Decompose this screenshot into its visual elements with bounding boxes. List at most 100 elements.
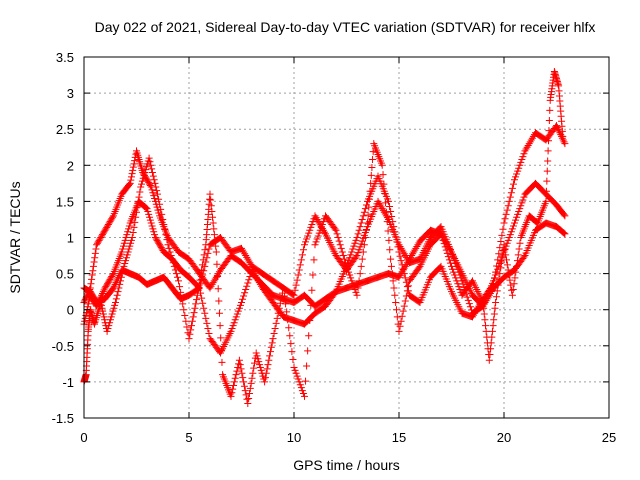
data-point	[103, 327, 111, 335]
data-point	[520, 253, 528, 261]
data-point	[256, 363, 264, 371]
data-point	[147, 161, 155, 169]
data-point	[243, 282, 251, 290]
data-point	[466, 303, 474, 311]
data-point	[481, 316, 489, 324]
data-point	[487, 339, 495, 347]
data-point	[252, 273, 260, 281]
data-point	[379, 171, 387, 179]
data-point	[352, 236, 360, 244]
data-point	[128, 234, 136, 241]
data-point	[354, 249, 362, 257]
data-point	[517, 202, 525, 210]
data-point	[239, 246, 247, 254]
data-point	[402, 278, 410, 286]
data-point	[359, 212, 367, 220]
data-point	[261, 374, 269, 382]
data-point	[103, 281, 111, 289]
data-point	[150, 228, 158, 236]
data-point	[400, 270, 408, 278]
data-point	[546, 106, 554, 114]
data-point	[506, 231, 514, 239]
data-point	[269, 335, 277, 343]
data-point	[494, 281, 502, 289]
data-point	[507, 281, 515, 289]
data-point	[554, 125, 562, 133]
data-point	[518, 156, 526, 164]
data-point	[188, 317, 196, 325]
data-point	[104, 324, 112, 332]
data-point	[106, 218, 114, 226]
data-point	[144, 157, 152, 165]
x-tick-label: 0	[80, 430, 87, 445]
data-point	[409, 250, 417, 258]
data-point	[506, 193, 514, 201]
data-point	[97, 234, 105, 241]
data-point	[210, 231, 218, 239]
data-point	[294, 375, 302, 383]
data-point	[507, 228, 515, 236]
data-point	[211, 236, 219, 244]
data-point	[102, 283, 110, 291]
data-point	[559, 132, 567, 140]
data-point	[508, 286, 516, 294]
data-point	[175, 277, 182, 285]
data-point	[132, 213, 140, 221]
data-point	[491, 304, 499, 312]
data-point	[357, 219, 365, 227]
data-point	[239, 295, 247, 303]
data-point	[351, 239, 359, 247]
data-point	[100, 228, 108, 236]
data-point	[341, 259, 349, 267]
data-point	[374, 197, 382, 205]
data-point	[249, 268, 257, 276]
data-point	[320, 228, 328, 236]
data-point	[559, 228, 567, 236]
data-point	[204, 324, 212, 332]
data-point	[350, 283, 358, 291]
data-point	[508, 184, 516, 192]
data-point	[248, 266, 256, 274]
data-point	[528, 134, 536, 142]
data-point	[97, 298, 105, 306]
data-point	[105, 277, 113, 285]
data-point	[361, 234, 369, 241]
data-point	[168, 255, 176, 263]
data-point	[524, 141, 532, 149]
data-point	[109, 307, 117, 315]
data-point	[553, 123, 561, 131]
data-point	[348, 248, 356, 256]
data-point	[99, 288, 107, 296]
data-point	[392, 306, 400, 314]
data-point	[229, 385, 237, 393]
data-point	[495, 275, 503, 283]
data-point	[244, 279, 252, 287]
data-point	[316, 226, 324, 234]
data-point	[412, 244, 420, 252]
data-point	[179, 300, 187, 308]
data-point	[275, 304, 283, 312]
data-point	[402, 292, 410, 300]
data-point	[336, 241, 344, 249]
data-point	[104, 280, 112, 288]
data-point	[354, 284, 362, 292]
data-point	[561, 140, 569, 148]
data-point	[376, 201, 384, 209]
data-point	[390, 284, 398, 292]
data-point	[125, 180, 133, 188]
data-point	[107, 274, 115, 282]
data-point	[440, 240, 448, 248]
data-point	[122, 257, 130, 265]
data-point	[486, 350, 494, 358]
data-point	[497, 237, 505, 245]
data-point	[134, 198, 142, 206]
data-point	[482, 322, 490, 330]
data-point	[449, 251, 457, 259]
data-point	[235, 360, 243, 368]
data-point	[500, 219, 508, 227]
data-point	[298, 251, 306, 259]
data-point	[455, 283, 463, 291]
data-point	[167, 252, 175, 260]
data-point	[391, 291, 399, 299]
data-point	[121, 236, 129, 244]
